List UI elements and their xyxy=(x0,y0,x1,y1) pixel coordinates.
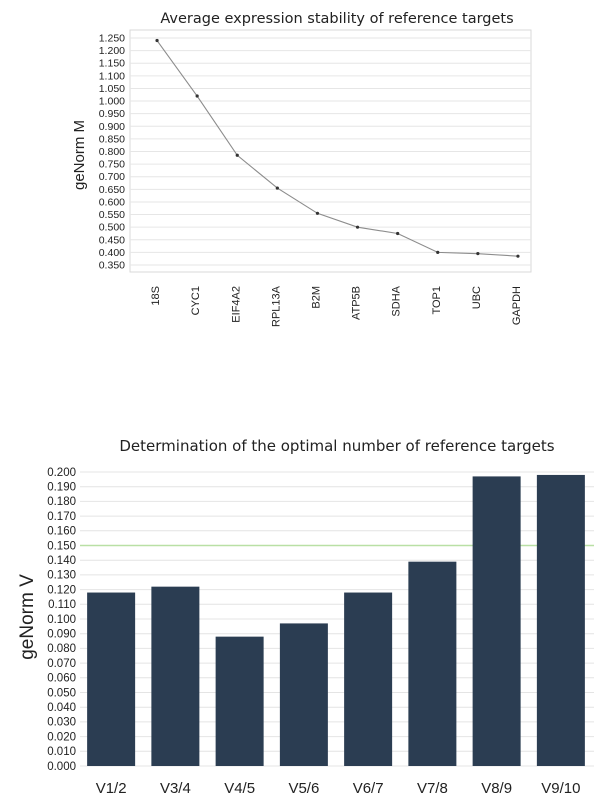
chart1-x-tick-label: GAPDH xyxy=(511,286,523,325)
chart1-x-tick-label: EIF4A2 xyxy=(230,286,242,323)
chart2-y-tick-label: 0.000 xyxy=(47,761,76,773)
chart1-y-tick-label: 1.100 xyxy=(99,70,125,82)
chart2-bar xyxy=(408,561,457,766)
chart1-x-tick-label: SDHA xyxy=(391,285,403,316)
chart2-x-tick-label: V5/6 xyxy=(288,780,319,797)
chart2-bar xyxy=(279,623,328,766)
chart2-y-tick-label: 0.030 xyxy=(47,717,76,729)
chart1-y-tick-label: 0.850 xyxy=(99,133,125,145)
chart2-y-tick-label: 0.140 xyxy=(47,555,76,567)
chart1-y-tick-label: 0.400 xyxy=(99,247,125,259)
chart1-series xyxy=(155,38,520,258)
chart2-y-tick-label: 0.110 xyxy=(48,599,76,611)
chart1-y-tick-label: 1.250 xyxy=(99,33,125,45)
chart2-bars xyxy=(87,474,585,766)
chart1-y-tick-label: 0.750 xyxy=(99,159,125,171)
chart1-y-tick-label: 0.550 xyxy=(99,209,125,221)
chart1-y-tick-label: 0.700 xyxy=(99,171,125,183)
chart2-x-ticks: V1/2 V3/4 V4/5 V5/6 V6/7 V7/8 V8/9 V9/10 xyxy=(96,780,581,797)
chart2-y-tick-label: 0.200 xyxy=(47,467,76,479)
chart2-y-ticks: 0.000 0.010 0.020 0.030 0.040 0.050 0.060 0.070… xyxy=(47,467,76,773)
chart1-y-tick-label: 0.500 xyxy=(99,222,125,234)
chart2-y-tick-label: 0.180 xyxy=(47,496,76,508)
chart1-y-tick-label: 0.600 xyxy=(99,196,125,208)
chart2-bar xyxy=(536,474,585,766)
chart2-bar xyxy=(87,592,136,766)
chart1-data-point xyxy=(195,94,199,98)
chart2-y-tick-label: 0.050 xyxy=(47,687,76,699)
chart2-x-tick-label: V6/7 xyxy=(353,780,384,797)
chart1-x-tick-label: B2M xyxy=(310,286,322,309)
chart2-y-axis-label: geNorm V xyxy=(17,574,38,660)
chart2-y-tick-label: 0.150 xyxy=(47,540,76,552)
chart1-y-axis-label: geNorm M xyxy=(71,120,88,190)
chart1-data-point xyxy=(355,225,360,229)
chart2-bar xyxy=(215,636,264,766)
chart2-bar xyxy=(344,592,393,766)
chart1-y-tick-label: 0.450 xyxy=(99,234,125,246)
chart2-bar xyxy=(472,476,521,766)
chart2-x-tick-label: V4/5 xyxy=(224,780,255,797)
chart1-y-ticks: 0.3500.4000.4500.5000.5500.6000.6500.700… xyxy=(99,33,125,272)
chart1-x-tick-label: TOP1 xyxy=(431,286,443,315)
chart2-title: Determination of the optimal number of r… xyxy=(119,437,554,455)
chart1-x-tick-label: ATP5B xyxy=(351,286,363,320)
chart1-y-tick-label: 1.050 xyxy=(99,83,125,95)
chart1-data-point xyxy=(476,252,480,256)
chart1-y-tick-label: 0.800 xyxy=(99,146,125,158)
stability-line-chart: Average expression stability of referenc… xyxy=(71,11,532,327)
chart2-y-tick-label: 0.040 xyxy=(47,702,76,714)
chart1-x-tick-label: RPL13A xyxy=(270,285,282,327)
chart2-y-tick-label: 0.170 xyxy=(47,511,76,523)
chart1-x-tick-label: 18S xyxy=(150,286,162,306)
chart1-y-tick-label: 1.150 xyxy=(99,58,125,70)
chart1-x-ticks: 18S CYC1 EIF4A2 RPL13A B2M ATP5B SDHA TOP1 UBC GA… xyxy=(150,285,523,327)
chart1-data-point xyxy=(436,250,440,254)
chart1-y-tick-label: 0.900 xyxy=(99,121,125,133)
chart2-y-tick-label: 0.130 xyxy=(47,570,76,582)
chart2-y-tick-label: 0.060 xyxy=(47,673,76,685)
chart1-y-tick-label: 0.650 xyxy=(99,184,125,196)
optimal-number-bar-chart: Determination of the optimal number of r… xyxy=(17,437,594,797)
chart2-x-tick-label: V9/10 xyxy=(541,780,580,797)
chart2-bar xyxy=(151,586,200,766)
chart1-data-point xyxy=(315,211,320,215)
chart1-y-tick-label: 1.200 xyxy=(99,45,125,57)
chart1-x-tick-label: UBC xyxy=(471,286,483,309)
chart1-y-tick-label: 1.000 xyxy=(99,96,125,108)
chart2-y-tick-label: 0.190 xyxy=(47,482,76,494)
chart1-y-tick-label: 0.950 xyxy=(99,108,125,120)
chart2-x-tick-label: V3/4 xyxy=(160,780,191,797)
chart2-y-tick-label: 0.120 xyxy=(47,584,76,596)
chart1-x-tick-label: CYC1 xyxy=(190,286,202,315)
chart2-y-tick-label: 0.070 xyxy=(47,658,76,670)
chart1-series-line xyxy=(156,40,518,257)
chart1-gridlines xyxy=(130,37,531,266)
chart2-y-tick-label: 0.100 xyxy=(47,614,76,626)
chart2-y-tick-label: 0.090 xyxy=(47,629,76,641)
chart2-x-tick-label: V8/9 xyxy=(481,780,512,797)
chart1-title: Average expression stability of referenc… xyxy=(160,11,513,27)
chart1-y-tick-label: 0.350 xyxy=(99,260,125,272)
chart1-data-point xyxy=(516,254,520,258)
chart1-data-point xyxy=(235,153,239,157)
chart2-x-tick-label: V1/2 xyxy=(96,780,127,797)
chart1-data-point xyxy=(275,186,279,190)
chart2-y-tick-label: 0.020 xyxy=(47,731,76,743)
chart1-data-point xyxy=(396,231,400,236)
chart1-data-point xyxy=(155,38,159,43)
chart2-x-tick-label: V7/8 xyxy=(417,780,448,797)
chart2-y-tick-label: 0.010 xyxy=(47,746,76,758)
chart2-y-tick-label: 0.160 xyxy=(47,526,76,538)
chart2-y-tick-label: 0.080 xyxy=(47,643,76,655)
